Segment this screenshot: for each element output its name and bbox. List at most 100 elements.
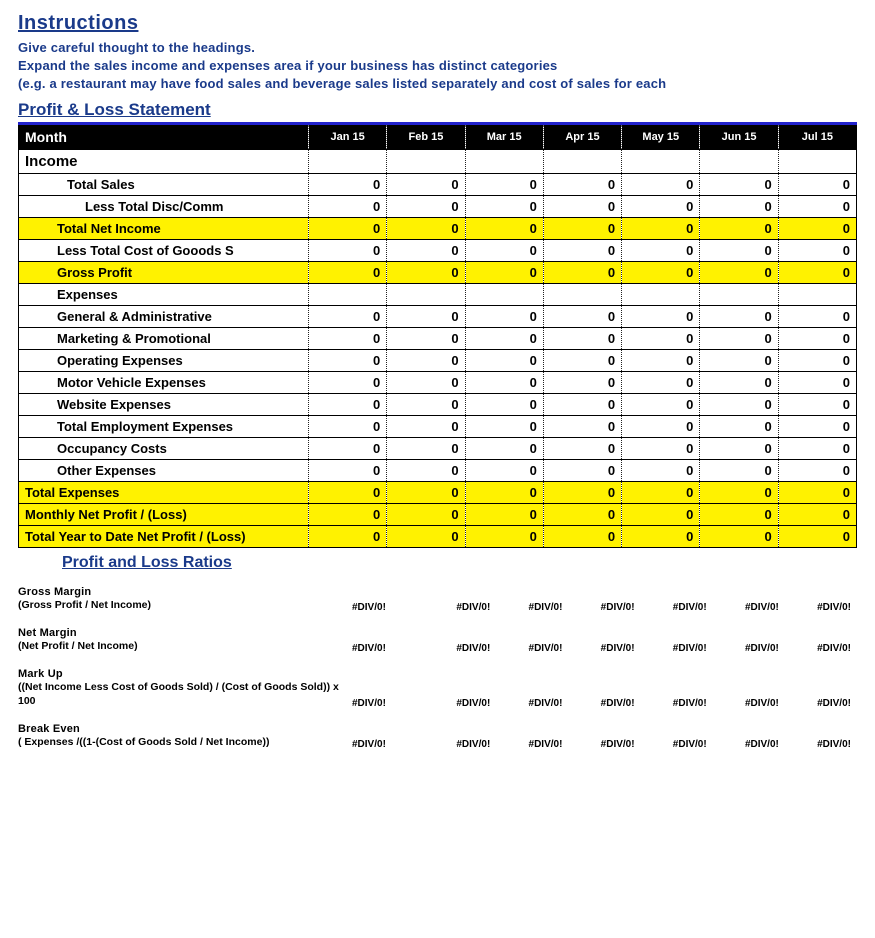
row-value: 0	[309, 173, 387, 195]
row-value: 0	[778, 481, 856, 503]
pl-header-row: Month Jan 15 Feb 15 Mar 15 Apr 15 May 15…	[19, 123, 857, 149]
instructions-line: (e.g. a restaurant may have food sales a…	[18, 75, 857, 93]
ratio-formula: (Net Profit / Net Income)	[18, 639, 348, 654]
row-value: 0	[543, 459, 621, 481]
row-value: 0	[309, 503, 387, 525]
ratio-value: #DIV/0!	[568, 643, 640, 654]
row-value	[387, 283, 465, 305]
row-value: 0	[700, 217, 778, 239]
row-label: Operating Expenses	[19, 349, 309, 371]
ratio-title: Gross Margin	[18, 586, 857, 598]
row-value	[622, 149, 700, 173]
ratio-block: Mark Up((Net Income Less Cost of Goods S…	[18, 668, 857, 709]
row-value	[622, 283, 700, 305]
ratio-value: #DIV/0!	[424, 643, 496, 654]
ratio-value: #DIV/0!	[496, 698, 568, 709]
row-value	[778, 149, 856, 173]
ratio-value: #DIV/0!	[348, 739, 424, 750]
row-value: 0	[778, 437, 856, 459]
row-value: 0	[465, 525, 543, 548]
ratios-section: Gross Margin(Gross Profit / Net Income)#…	[18, 586, 857, 749]
row-label: Occupancy Costs	[19, 437, 309, 459]
row-value: 0	[622, 173, 700, 195]
ratio-value: #DIV/0!	[496, 643, 568, 654]
ratio-value: #DIV/0!	[568, 698, 640, 709]
month-col: Jul 15	[778, 123, 856, 149]
month-col: Apr 15	[543, 123, 621, 149]
row-value: 0	[622, 305, 700, 327]
row-value: 0	[622, 393, 700, 415]
ratio-row: ((Net Income Less Cost of Goods Sold) / …	[18, 680, 857, 709]
table-row: Less Total Disc/Comm0000000	[19, 195, 857, 217]
table-row: Income	[19, 149, 857, 173]
row-value: 0	[309, 393, 387, 415]
row-value: 0	[700, 415, 778, 437]
row-value: 0	[700, 525, 778, 548]
ratio-row: ( Expenses /((1-(Cost of Goods Sold / Ne…	[18, 735, 857, 750]
ratio-title: Net Margin	[18, 627, 857, 639]
row-value: 0	[622, 503, 700, 525]
row-value: 0	[543, 349, 621, 371]
ratio-value: #DIV/0!	[713, 602, 785, 613]
ratio-value: #DIV/0!	[348, 602, 424, 613]
row-value: 0	[543, 261, 621, 283]
row-value: 0	[622, 327, 700, 349]
row-value: 0	[700, 459, 778, 481]
month-col: Feb 15	[387, 123, 465, 149]
row-value: 0	[778, 459, 856, 481]
row-value: 0	[387, 371, 465, 393]
row-value: 0	[465, 173, 543, 195]
instructions-line: Expand the sales income and expenses are…	[18, 57, 857, 75]
table-row: Monthly Net Profit / (Loss)0000000	[19, 503, 857, 525]
ratio-value: #DIV/0!	[785, 602, 857, 613]
ratio-value: #DIV/0!	[785, 698, 857, 709]
month-col: Mar 15	[465, 123, 543, 149]
ratio-value: #DIV/0!	[568, 602, 640, 613]
row-value: 0	[778, 173, 856, 195]
row-value: 0	[700, 349, 778, 371]
row-value: 0	[622, 371, 700, 393]
row-value: 0	[309, 261, 387, 283]
row-value: 0	[465, 437, 543, 459]
table-row: Occupancy Costs0000000	[19, 437, 857, 459]
ratio-value: #DIV/0!	[641, 602, 713, 613]
row-value	[700, 149, 778, 173]
ratio-value: #DIV/0!	[641, 739, 713, 750]
row-label: Gross Profit	[19, 261, 309, 283]
table-row: Operating Expenses0000000	[19, 349, 857, 371]
row-value: 0	[700, 261, 778, 283]
row-value: 0	[700, 503, 778, 525]
row-value	[309, 149, 387, 173]
row-label: Total Sales	[19, 173, 309, 195]
table-row: Marketing & Promotional0000000	[19, 327, 857, 349]
instructions-line: Give careful thought to the headings.	[18, 39, 857, 57]
row-label: Marketing & Promotional	[19, 327, 309, 349]
pl-statement-heading: Profit & Loss Statement	[18, 100, 857, 120]
pl-table: Month Jan 15 Feb 15 Mar 15 Apr 15 May 15…	[18, 122, 857, 549]
row-value: 0	[465, 459, 543, 481]
row-value: 0	[309, 525, 387, 548]
ratio-formula: (Gross Profit / Net Income)	[18, 598, 348, 613]
row-label: Total Expenses	[19, 481, 309, 503]
row-value	[543, 283, 621, 305]
ratio-title: Mark Up	[18, 668, 857, 680]
row-value: 0	[387, 239, 465, 261]
row-value: 0	[543, 327, 621, 349]
row-value: 0	[700, 437, 778, 459]
row-value: 0	[387, 525, 465, 548]
month-col: Jan 15	[309, 123, 387, 149]
row-value: 0	[543, 371, 621, 393]
row-value: 0	[309, 305, 387, 327]
ratio-value: #DIV/0!	[348, 698, 424, 709]
row-value	[465, 283, 543, 305]
row-value	[465, 149, 543, 173]
row-value: 0	[778, 393, 856, 415]
table-row: Website Expenses0000000	[19, 393, 857, 415]
table-row: Total Sales0000000	[19, 173, 857, 195]
row-value	[543, 149, 621, 173]
table-row: Other Expenses0000000	[19, 459, 857, 481]
row-value: 0	[387, 195, 465, 217]
row-value	[700, 283, 778, 305]
ratio-block: Break Even( Expenses /((1-(Cost of Goods…	[18, 723, 857, 750]
row-value: 0	[387, 481, 465, 503]
